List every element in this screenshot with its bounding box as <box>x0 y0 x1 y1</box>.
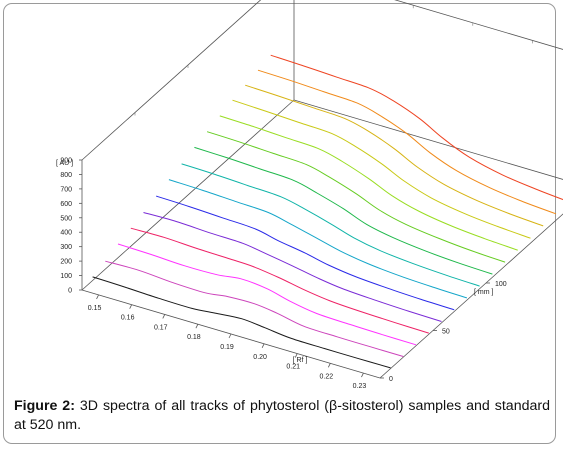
x-tick-mark <box>228 333 232 339</box>
back-wall-top-edge <box>394 0 563 50</box>
x-tick-label: 0.17 <box>154 324 168 331</box>
y-tick-label: 300 <box>60 244 72 251</box>
y-tick-label: 500 <box>60 215 72 222</box>
x-tick-mark <box>261 343 265 348</box>
axis-labels: [ AU ] [ Rf ] [ mm ] <box>56 160 493 364</box>
x-tick-mark <box>129 304 133 309</box>
spectrum-track-34 <box>117 243 417 346</box>
x-tick-mark <box>294 353 298 358</box>
x-tick-label: 0.15 <box>88 305 102 312</box>
spectrum-track-106 <box>194 146 493 275</box>
spectrum-track-58 <box>143 212 442 322</box>
y-tick-label: 0 <box>68 288 72 295</box>
x-tick-mark <box>162 314 166 319</box>
spectrum-track-70 <box>156 195 455 311</box>
z-tick-label: 50 <box>442 329 450 336</box>
y-axis-title: [ AU ] <box>56 160 73 167</box>
caption-label: Figure 2: <box>14 398 75 414</box>
y-tick-label: 700 <box>60 186 72 193</box>
y-tick-label: 900 <box>60 158 72 165</box>
y-tick-label: 800 <box>60 172 72 179</box>
y-tick-label: 400 <box>60 230 72 237</box>
z-axis-title: [ mm ] <box>474 289 493 296</box>
spectrum-track-154 <box>245 84 544 227</box>
y-tick-label: 100 <box>60 273 72 280</box>
x-tick-label: 0.19 <box>220 344 234 351</box>
figure-caption: Figure 2: 3D spectra of all tracks of ph… <box>14 397 550 435</box>
spectrum-track-46 <box>130 227 429 334</box>
z-tick-label: 100 <box>495 281 507 288</box>
x-tick-label: 0.20 <box>253 354 267 361</box>
x-tick-mark <box>195 324 199 329</box>
axis-ticks: 01002003004005006007008009000.150.160.17… <box>60 5 533 390</box>
spectrum-track-10 <box>92 276 391 369</box>
spectrum-track-22 <box>105 260 404 357</box>
spectrum-track-118 <box>206 131 506 263</box>
spectrum-track-142 <box>232 99 531 239</box>
x-tick-mark <box>96 294 99 300</box>
x-tick-label: 0.23 <box>353 383 367 390</box>
floor-back-edge <box>293 99 563 180</box>
spectrum-track-94 <box>181 163 480 287</box>
floor-left-edge <box>81 99 295 291</box>
spectrum-track-178 <box>270 54 563 201</box>
spectrum-track-166 <box>257 69 557 215</box>
left-wall-top-edge <box>81 0 262 161</box>
caption-text: 3D spectra of all tracks of phytosterol … <box>14 398 550 433</box>
spectrum-track-82 <box>168 179 468 299</box>
spectra-series <box>92 54 563 369</box>
y-tick-label: 600 <box>60 201 72 208</box>
x-tick-mark <box>327 363 331 368</box>
spectrum-track-130 <box>219 115 518 251</box>
x-tick-label: 0.18 <box>187 334 201 341</box>
x-tick-label: 0.22 <box>320 373 334 380</box>
y-tick-label: 200 <box>60 259 72 266</box>
z-tick-label: 0 <box>389 376 393 383</box>
x-tick-label: 0.16 <box>121 315 135 322</box>
x-axis-title: [ Rf ] <box>293 357 308 364</box>
x-tick-mark <box>361 372 364 378</box>
x-tick-label: 0.21 <box>286 364 300 371</box>
axis-box <box>81 0 563 379</box>
